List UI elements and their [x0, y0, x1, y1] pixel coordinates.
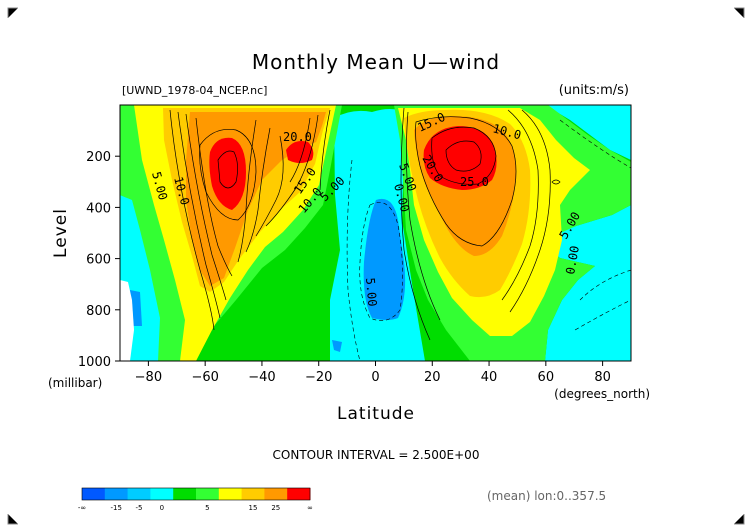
- contour-field: 20.0 15.0 10.0 10.0 5.00 15.0 10.0 5.00 …: [120, 105, 631, 361]
- svg-text:5.00: 5.00: [363, 277, 379, 307]
- x-tick-label: −20: [305, 370, 332, 385]
- colorbar-swatch: [264, 488, 288, 500]
- corner-marks: [7, 7, 745, 525]
- y-tick-label: 400: [86, 201, 111, 216]
- colorbar-swatch: [150, 488, 174, 500]
- nh-jet-core: [423, 126, 497, 190]
- colorbar-tick-label: ∞: [307, 504, 313, 512]
- y-axis-label: Level: [51, 208, 71, 258]
- x-tick-label: 60: [538, 370, 555, 385]
- sh-jet-core: [209, 137, 246, 210]
- x-tick-label: −80: [135, 370, 162, 385]
- y-tick-label: 200: [86, 150, 111, 165]
- x-tick-label: 0: [371, 370, 379, 385]
- blue-region: [363, 198, 406, 320]
- colorbar-swatch: [196, 488, 220, 500]
- y-axis-unit: (millibar): [48, 376, 102, 390]
- colorbar-swatch: [241, 488, 265, 500]
- file-label: [UWND_1978-04_NCEP.nc]: [122, 84, 267, 97]
- x-tick-label: −60: [191, 370, 218, 385]
- colorbar-tick-label: -15: [110, 504, 121, 512]
- units-label: (units:m/s): [559, 83, 629, 98]
- cyan-top-right-region: [545, 105, 631, 160]
- y-axis: 200 400 600 800 1000: [78, 150, 120, 370]
- dashed-contours: [346, 119, 631, 361]
- colorbar-swatch: [104, 488, 129, 500]
- x-tick-label: 80: [594, 370, 611, 385]
- colorbar-frame: [81, 487, 311, 501]
- colorbar-tick-label: -∞: [78, 504, 86, 512]
- colorbar-swatch: [287, 488, 311, 500]
- colorbar-tick-label: -5: [136, 504, 143, 512]
- x-axis-unit: (degrees_north): [554, 387, 650, 401]
- contour-interval-label: CONTOUR INTERVAL = 2.500E+00: [273, 448, 480, 462]
- colorbar-swatch: [218, 488, 243, 500]
- colorbar-tick-label: 0: [160, 504, 164, 512]
- colorbar-swatch: [127, 488, 151, 500]
- missing-data-area: [120, 280, 134, 361]
- x-tick-label: −40: [248, 370, 275, 385]
- colorbar: [81, 487, 311, 501]
- x-tick-label: 20: [424, 370, 441, 385]
- sh-sub-core: [286, 141, 314, 163]
- svg-text:25.0: 25.0: [460, 175, 489, 189]
- y-tick-label: 800: [86, 304, 111, 319]
- x-tick-label: 40: [481, 370, 498, 385]
- colorbar-tick-label: 25: [271, 504, 280, 512]
- colorbar-swatch: [173, 488, 197, 500]
- chart-title: Monthly Mean U—wind: [252, 50, 500, 74]
- colorbar-labels: -∞ -15 -5 0 5 15 25 ∞: [78, 504, 313, 512]
- y-tick-label: 1000: [78, 355, 111, 370]
- cyan-right-region: [538, 205, 631, 361]
- y-tick-label: 600: [86, 253, 111, 268]
- x-axis: −80 −60 −40 −20 0 20 40 60 80: [135, 361, 611, 385]
- contour-lines: [169, 107, 561, 341]
- colorbar-swatch: [82, 488, 106, 500]
- svg-text:0.00: 0.00: [563, 245, 582, 276]
- colorbar-tick-label: 15: [249, 504, 258, 512]
- colorbar-tick-label: 5: [205, 504, 209, 512]
- x-axis-label: Latitude: [337, 404, 415, 424]
- mean-label: (mean) lon:0..357.5: [487, 489, 606, 503]
- svg-text:20.0: 20.0: [283, 130, 312, 144]
